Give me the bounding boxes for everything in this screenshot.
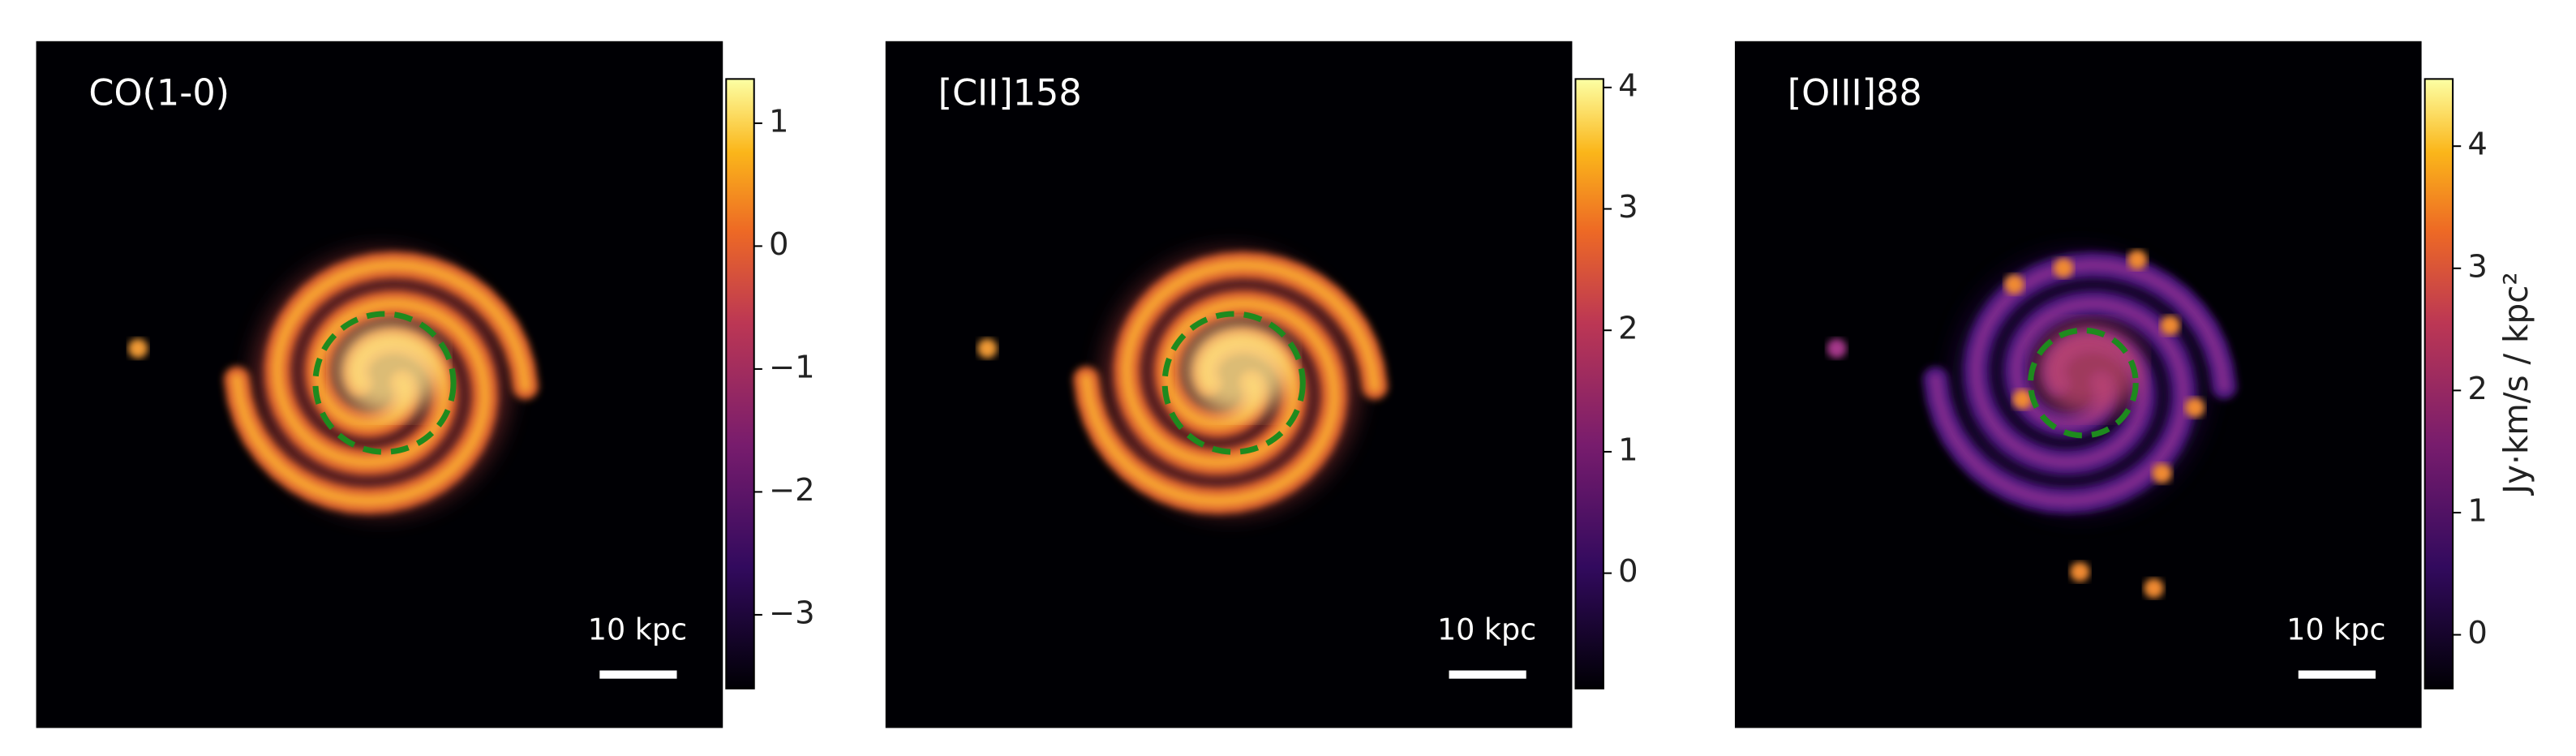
galaxy-arm (1930, 298, 2190, 507)
colorbar-tick-label: −3 (769, 595, 815, 631)
clump (2127, 250, 2148, 270)
panel: CO(1-0) 10 kpc −3 −2 −1 0 1 (36, 41, 815, 728)
colorbar-tick-label: 1 (2467, 492, 2487, 529)
colorbar-label: Jy·km/s / kpc² (2497, 272, 2535, 496)
scale-bar-label: 10 kpc (588, 612, 687, 646)
colorbar (725, 78, 755, 689)
scale-bar (2298, 670, 2376, 679)
aperture (312, 311, 457, 455)
colorbar-tick-label: −2 (769, 472, 815, 509)
colorbar (2424, 78, 2454, 689)
colorbar-tick-label: 1 (1618, 432, 1638, 468)
galaxy-core (1186, 324, 1292, 416)
panel-label: [CII]158 (938, 72, 1082, 114)
colorbar-tick-label: 3 (2467, 248, 2487, 285)
colorbar-tick-label: 2 (1618, 311, 1638, 347)
colorbar-tick-label: 4 (1618, 67, 1638, 104)
galaxy-arm (230, 298, 492, 507)
panel: [OIII]88 10 kpc 0 1 2 3 4 Jy·km/s / kpc² (1734, 41, 2535, 728)
panel-label: [OIII]88 (1788, 72, 1922, 114)
clump (2004, 274, 2024, 294)
clump (2184, 397, 2205, 418)
aperture (2027, 327, 2139, 439)
galaxy-core (337, 324, 442, 416)
satellite (127, 338, 148, 359)
colorbar-tick-label: 4 (2467, 127, 2487, 163)
scale-bar-label: 10 kpc (2286, 612, 2385, 646)
colorbar (1574, 78, 1604, 689)
scale-bar (599, 670, 677, 679)
colorbar-tick-label: 3 (1618, 189, 1638, 226)
clump (2053, 258, 2074, 278)
galaxy-core (2035, 324, 2141, 416)
satellite (1827, 338, 1847, 359)
panel: [CII]158 10 kpc 0 1 2 3 4 (885, 41, 1638, 728)
clump (2144, 578, 2164, 599)
scale-bar (1449, 670, 1526, 679)
scale-bar-label: 10 kpc (1437, 612, 1536, 646)
satellite (977, 338, 998, 359)
galaxy-arm (1080, 298, 1341, 507)
colorbar-tick-label: 1 (769, 103, 788, 140)
clump (2152, 463, 2172, 483)
colorbar-tick-label: 0 (769, 226, 788, 263)
colorbar-tick-label: 0 (2467, 615, 2487, 651)
colorbar-tick-label: 0 (1618, 553, 1638, 590)
clump (2070, 561, 2090, 582)
aperture (1161, 311, 1306, 455)
colorbar-tick-label: −1 (769, 349, 815, 385)
colorbar-tick-label: 2 (2467, 371, 2487, 407)
clump (2160, 316, 2180, 336)
panel-label: CO(1-0) (88, 72, 230, 114)
clump (2012, 389, 2033, 410)
